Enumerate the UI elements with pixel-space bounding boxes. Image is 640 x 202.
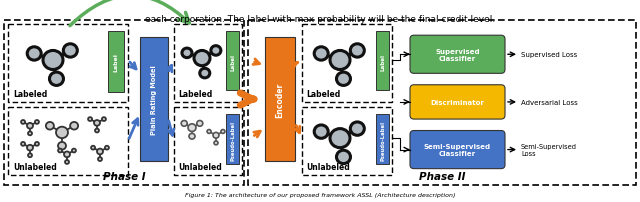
Bar (376, 115, 389, 164)
Circle shape (337, 150, 351, 164)
Circle shape (46, 122, 54, 130)
Circle shape (214, 141, 218, 145)
Circle shape (314, 125, 328, 139)
Bar (302, 107, 392, 176)
Circle shape (72, 149, 76, 153)
Circle shape (194, 51, 210, 66)
Bar (248, 21, 636, 185)
Circle shape (70, 122, 78, 130)
Text: Unlabeled: Unlabeled (306, 163, 349, 172)
Bar (8, 107, 128, 176)
Circle shape (188, 124, 196, 132)
Circle shape (58, 142, 66, 150)
Circle shape (189, 134, 195, 139)
Circle shape (21, 142, 25, 146)
Bar (174, 25, 242, 102)
Circle shape (27, 145, 33, 151)
Circle shape (56, 127, 68, 138)
Circle shape (94, 120, 100, 126)
Bar (140, 38, 168, 161)
Bar (174, 107, 242, 176)
FancyBboxPatch shape (410, 131, 505, 169)
Text: Labeled: Labeled (13, 90, 47, 99)
Text: Plain Rating Model: Plain Rating Model (151, 65, 157, 134)
Bar (265, 38, 295, 161)
Text: Phase II: Phase II (419, 171, 465, 181)
Text: Labeled: Labeled (306, 90, 340, 99)
Text: Label: Label (113, 53, 118, 72)
Text: Encoder: Encoder (275, 82, 285, 117)
Text: Label: Label (230, 54, 236, 71)
Circle shape (200, 69, 210, 78)
Circle shape (28, 154, 32, 157)
Circle shape (35, 142, 39, 146)
Circle shape (211, 46, 221, 56)
Circle shape (330, 51, 350, 70)
Bar (302, 25, 392, 102)
FancyBboxPatch shape (410, 85, 505, 120)
Text: Figure 1: The architecture of our proposed framework ASSL (Architecture descript: Figure 1: The architecture of our propos… (185, 192, 455, 197)
Circle shape (196, 121, 203, 127)
Circle shape (49, 73, 63, 86)
Text: Supervised
Classifier: Supervised Classifier (435, 48, 480, 61)
Text: Unlabeled: Unlabeled (178, 163, 221, 172)
Circle shape (97, 149, 103, 155)
Circle shape (91, 146, 95, 150)
Circle shape (27, 123, 33, 129)
Bar (8, 25, 128, 102)
Circle shape (43, 51, 63, 70)
Circle shape (28, 47, 41, 61)
Text: Semi-Supervised
Classifier: Semi-Supervised Classifier (424, 143, 491, 156)
Circle shape (102, 118, 106, 121)
Circle shape (64, 152, 70, 157)
Text: Discriminator: Discriminator (431, 99, 484, 105)
Bar (376, 32, 389, 91)
Circle shape (330, 129, 350, 148)
Circle shape (58, 149, 62, 153)
Bar (226, 32, 239, 91)
Text: Supervised Loss: Supervised Loss (521, 52, 577, 58)
Circle shape (207, 130, 211, 134)
Text: each corporation. The label with max probability will be the final credit level.: each corporation. The label with max pro… (145, 15, 495, 24)
Circle shape (21, 120, 25, 124)
Bar (108, 32, 124, 93)
Text: Pseudo-Label: Pseudo-Label (381, 120, 385, 160)
Circle shape (63, 45, 77, 58)
Text: Label: Label (381, 54, 385, 71)
Text: Pseudo-Label: Pseudo-Label (230, 120, 236, 160)
Circle shape (35, 120, 39, 124)
Circle shape (95, 129, 99, 133)
Bar (4, 21, 244, 185)
Circle shape (350, 45, 364, 58)
Text: Labeled: Labeled (178, 90, 212, 99)
Circle shape (182, 49, 192, 58)
Circle shape (350, 122, 364, 136)
Circle shape (98, 157, 102, 161)
Text: Adversarial Loss: Adversarial Loss (521, 99, 578, 105)
Text: Unlabeled: Unlabeled (13, 163, 57, 172)
Circle shape (221, 130, 225, 134)
Circle shape (213, 133, 219, 138)
Circle shape (105, 146, 109, 150)
Circle shape (314, 47, 328, 61)
FancyBboxPatch shape (410, 36, 505, 74)
Circle shape (28, 132, 32, 136)
Text: Semi-Supervised
Loss: Semi-Supervised Loss (521, 143, 577, 156)
Circle shape (88, 118, 92, 121)
Circle shape (181, 121, 188, 127)
Circle shape (337, 73, 351, 86)
Text: Phase I: Phase I (102, 171, 145, 181)
Bar (226, 115, 239, 164)
Circle shape (65, 160, 69, 164)
